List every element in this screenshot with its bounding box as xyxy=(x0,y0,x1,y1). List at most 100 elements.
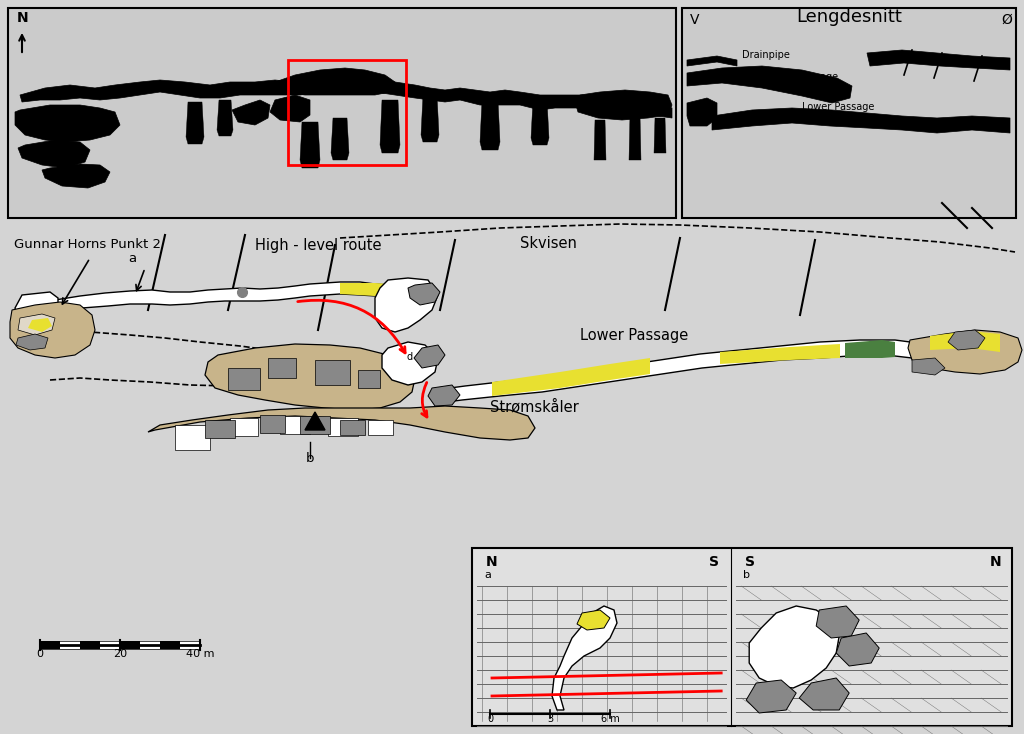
Polygon shape xyxy=(414,345,445,368)
Polygon shape xyxy=(260,415,285,433)
Polygon shape xyxy=(375,278,438,332)
Polygon shape xyxy=(480,100,500,150)
Text: 0: 0 xyxy=(487,714,494,724)
Polygon shape xyxy=(435,340,912,403)
Polygon shape xyxy=(315,360,350,385)
Polygon shape xyxy=(275,68,395,95)
Polygon shape xyxy=(18,314,55,335)
Polygon shape xyxy=(368,420,393,435)
Polygon shape xyxy=(15,292,58,322)
Text: 3: 3 xyxy=(547,714,553,724)
Polygon shape xyxy=(16,334,48,350)
Polygon shape xyxy=(687,98,717,126)
Polygon shape xyxy=(845,340,895,358)
Polygon shape xyxy=(42,164,110,188)
Polygon shape xyxy=(799,678,849,710)
Polygon shape xyxy=(948,330,985,350)
Text: 0: 0 xyxy=(37,649,43,659)
Polygon shape xyxy=(340,420,365,435)
Polygon shape xyxy=(654,118,666,153)
Bar xyxy=(8,8,676,218)
Text: Strømskåler: Strømskåler xyxy=(490,400,579,415)
Polygon shape xyxy=(687,66,852,103)
Bar xyxy=(100,641,120,649)
Polygon shape xyxy=(428,385,460,406)
Polygon shape xyxy=(629,115,641,160)
Bar xyxy=(60,641,80,649)
Polygon shape xyxy=(228,368,260,390)
Bar xyxy=(472,548,1012,726)
Polygon shape xyxy=(300,122,319,168)
Text: Lengdesnitt: Lengdesnitt xyxy=(796,8,902,26)
Polygon shape xyxy=(552,606,617,710)
Bar xyxy=(120,641,140,649)
Text: High - level route: High - level route xyxy=(255,238,382,253)
Polygon shape xyxy=(300,416,330,434)
Polygon shape xyxy=(28,318,52,332)
Text: N: N xyxy=(486,555,498,569)
Polygon shape xyxy=(531,100,549,145)
Text: N: N xyxy=(17,11,29,25)
Polygon shape xyxy=(205,344,415,410)
Polygon shape xyxy=(575,90,672,120)
Text: Drainpipe: Drainpipe xyxy=(742,50,790,60)
Text: S: S xyxy=(710,555,719,569)
Polygon shape xyxy=(331,118,349,160)
Text: a: a xyxy=(484,570,490,580)
Polygon shape xyxy=(175,425,210,450)
Polygon shape xyxy=(382,342,438,385)
Text: Ø: Ø xyxy=(1001,13,1012,27)
Polygon shape xyxy=(912,358,945,375)
Text: Lower Passage: Lower Passage xyxy=(802,102,874,112)
Text: a: a xyxy=(128,252,136,265)
Text: V: V xyxy=(690,13,699,27)
Polygon shape xyxy=(340,283,390,296)
Text: Skvisen: Skvisen xyxy=(520,236,577,251)
Polygon shape xyxy=(816,606,859,638)
Text: Gunnar Horns Punkt 2: Gunnar Horns Punkt 2 xyxy=(14,238,161,251)
Polygon shape xyxy=(577,610,610,630)
Polygon shape xyxy=(421,95,439,142)
Polygon shape xyxy=(720,344,840,364)
Text: 40 m: 40 m xyxy=(185,649,214,659)
Bar xyxy=(80,641,100,649)
Polygon shape xyxy=(20,78,672,118)
Polygon shape xyxy=(268,358,296,378)
Bar xyxy=(140,641,160,649)
Text: b: b xyxy=(306,452,314,465)
Polygon shape xyxy=(687,56,737,66)
Polygon shape xyxy=(10,302,95,358)
Polygon shape xyxy=(230,418,258,436)
Polygon shape xyxy=(18,140,90,168)
Text: N: N xyxy=(990,555,1001,569)
Polygon shape xyxy=(408,283,440,305)
Bar xyxy=(180,641,200,649)
Polygon shape xyxy=(746,680,797,713)
Text: 20: 20 xyxy=(113,649,127,659)
Polygon shape xyxy=(55,282,432,312)
Polygon shape xyxy=(492,358,650,396)
Polygon shape xyxy=(712,108,1010,133)
Polygon shape xyxy=(305,412,325,430)
Polygon shape xyxy=(837,633,880,666)
Text: Lower Passage: Lower Passage xyxy=(580,328,688,343)
Text: b: b xyxy=(743,570,751,580)
Polygon shape xyxy=(594,120,606,160)
Polygon shape xyxy=(380,100,400,153)
Text: d: d xyxy=(407,352,413,362)
Polygon shape xyxy=(217,100,233,136)
Polygon shape xyxy=(750,606,840,688)
Polygon shape xyxy=(186,102,204,144)
Polygon shape xyxy=(280,416,310,434)
Polygon shape xyxy=(232,100,270,125)
Polygon shape xyxy=(908,330,1022,374)
Polygon shape xyxy=(358,370,380,388)
Polygon shape xyxy=(205,420,234,438)
Polygon shape xyxy=(930,331,1000,352)
Bar xyxy=(288,60,406,165)
Polygon shape xyxy=(270,95,310,122)
Polygon shape xyxy=(15,105,120,142)
Text: 6 m: 6 m xyxy=(601,714,620,724)
Bar xyxy=(40,641,60,649)
Bar xyxy=(160,641,180,649)
